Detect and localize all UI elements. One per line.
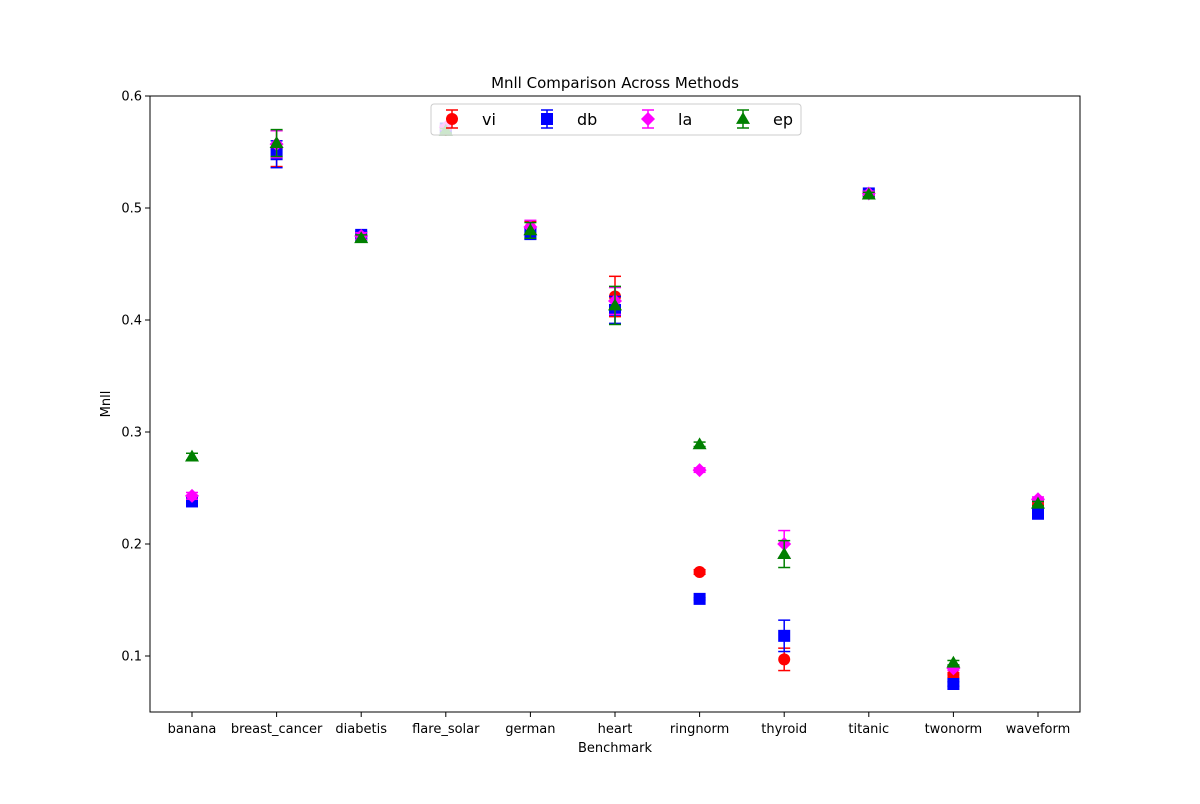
- x-tick-label-ringnorm: ringnorm: [670, 722, 729, 737]
- x-tick-label-waveform: waveform: [1006, 722, 1071, 737]
- series-vi: [186, 123, 1044, 682]
- x-axis: banana breast_cancer diabetis flare_solar ge…: [168, 712, 1071, 737]
- legend-label-ep: ep: [773, 110, 793, 129]
- series-layer: [185, 120, 1045, 690]
- x-axis-label: Benchmark: [578, 741, 653, 756]
- point-ep-banana: [185, 449, 199, 462]
- point-db-waveform: [1032, 507, 1044, 520]
- point-ep-twonorm: [946, 655, 961, 668]
- y-axis: 0.1 0.2 0.3 0.4 0.5 0.6: [121, 90, 150, 665]
- legend-label-db: db: [577, 110, 597, 129]
- point-db-ringnorm: [693, 592, 706, 605]
- point-ep-diabetis: [354, 231, 369, 244]
- series-db: [186, 122, 1044, 690]
- y-tick-label: 0.6: [121, 90, 142, 105]
- legend-entry-ep: ep: [736, 109, 793, 129]
- legend-label-vi: vi: [482, 110, 496, 129]
- legend-marker-db: [541, 113, 553, 125]
- y-tick-label: 0.4: [121, 314, 142, 329]
- x-tick-label-thyroid: thyroid: [761, 722, 807, 737]
- point-db-thyroid: [778, 629, 791, 642]
- point-ep-ringnorm: [692, 437, 707, 450]
- y-tick-label: 0.3: [121, 426, 142, 441]
- x-tick-label-titanic: titanic: [848, 722, 889, 737]
- y-tick-label: 0.2: [121, 538, 142, 553]
- point-db-twonorm: [947, 678, 960, 690]
- legend-frame: [430, 103, 802, 136]
- point-ep-waveform: [1031, 496, 1045, 509]
- point-ep-breast_cancer: [269, 136, 284, 148]
- point-la-ringnorm: [692, 463, 707, 478]
- x-tick-label-twonorm: twonorm: [925, 722, 983, 737]
- series-la: [185, 120, 1045, 676]
- legend-marker-la: [641, 112, 655, 126]
- point-la-banana: [185, 488, 199, 503]
- x-tick-label-heart: heart: [598, 722, 633, 737]
- legend-marker-ep: [736, 112, 750, 124]
- chart-title: Mnll Comparison Across Methods: [491, 74, 739, 92]
- y-tick-label: 0.1: [121, 650, 142, 665]
- x-tick-label-breast_cancer: breast_cancer: [231, 722, 323, 737]
- point-vi-thyroid: [778, 653, 791, 666]
- legend-entry-vi: vi: [446, 109, 496, 129]
- legend: vi db la ep: [430, 103, 802, 136]
- point-vi-ringnorm: [693, 566, 706, 578]
- series-ep: [185, 123, 1045, 668]
- x-tick-label-flare_solar: flare_solar: [412, 722, 480, 737]
- y-tick-label: 0.5: [121, 202, 142, 217]
- x-tick-label-german: german: [505, 722, 555, 737]
- point-ep-heart: [608, 298, 622, 311]
- point-ep-thyroid: [777, 547, 792, 559]
- legend-label-la: la: [678, 110, 692, 129]
- legend-entry-la: la: [641, 109, 692, 129]
- legend-entry-db: db: [541, 109, 597, 129]
- point-ep-titanic: [861, 187, 876, 200]
- x-tick-label-diabetis: diabetis: [335, 722, 387, 737]
- x-tick-label-banana: banana: [168, 722, 217, 737]
- legend-marker-vi: [446, 113, 458, 125]
- point-ep-german: [523, 223, 538, 236]
- plot-area: [149, 95, 1081, 713]
- y-axis-label: Mnll: [99, 391, 114, 418]
